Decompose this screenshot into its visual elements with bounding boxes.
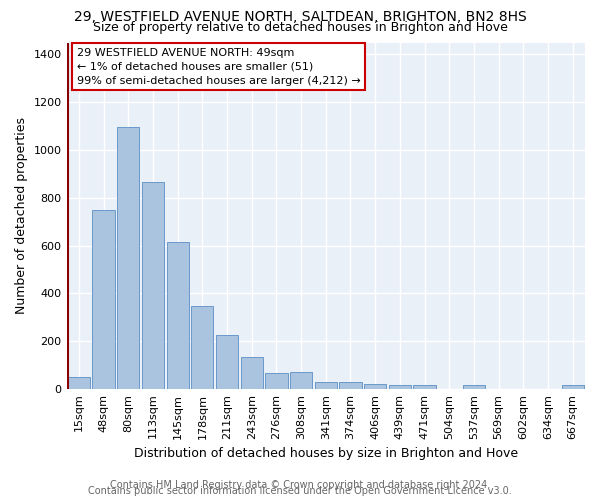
Bar	[562, 385, 584, 389]
Bar	[463, 385, 485, 389]
Text: 29 WESTFIELD AVENUE NORTH: 49sqm
← 1% of detached houses are smaller (51)
99% of: 29 WESTFIELD AVENUE NORTH: 49sqm ← 1% of…	[77, 48, 361, 86]
Bar	[340, 382, 362, 389]
Bar	[364, 384, 386, 389]
Bar	[92, 210, 115, 389]
Bar	[389, 385, 411, 389]
Bar	[290, 372, 312, 389]
Bar	[314, 382, 337, 389]
Bar	[68, 377, 90, 389]
X-axis label: Distribution of detached houses by size in Brighton and Hove: Distribution of detached houses by size …	[134, 447, 518, 460]
Text: Contains public sector information licensed under the Open Government Licence v3: Contains public sector information licen…	[88, 486, 512, 496]
Bar	[216, 335, 238, 389]
Bar	[117, 128, 139, 389]
Bar	[265, 374, 287, 389]
Text: Size of property relative to detached houses in Brighton and Hove: Size of property relative to detached ho…	[92, 21, 508, 34]
Y-axis label: Number of detached properties: Number of detached properties	[15, 117, 28, 314]
Bar	[191, 306, 214, 389]
Text: Contains HM Land Registry data © Crown copyright and database right 2024.: Contains HM Land Registry data © Crown c…	[110, 480, 490, 490]
Bar	[241, 356, 263, 389]
Text: 29, WESTFIELD AVENUE NORTH, SALTDEAN, BRIGHTON, BN2 8HS: 29, WESTFIELD AVENUE NORTH, SALTDEAN, BR…	[74, 10, 526, 24]
Bar	[167, 242, 189, 389]
Bar	[142, 182, 164, 389]
Bar	[413, 385, 436, 389]
